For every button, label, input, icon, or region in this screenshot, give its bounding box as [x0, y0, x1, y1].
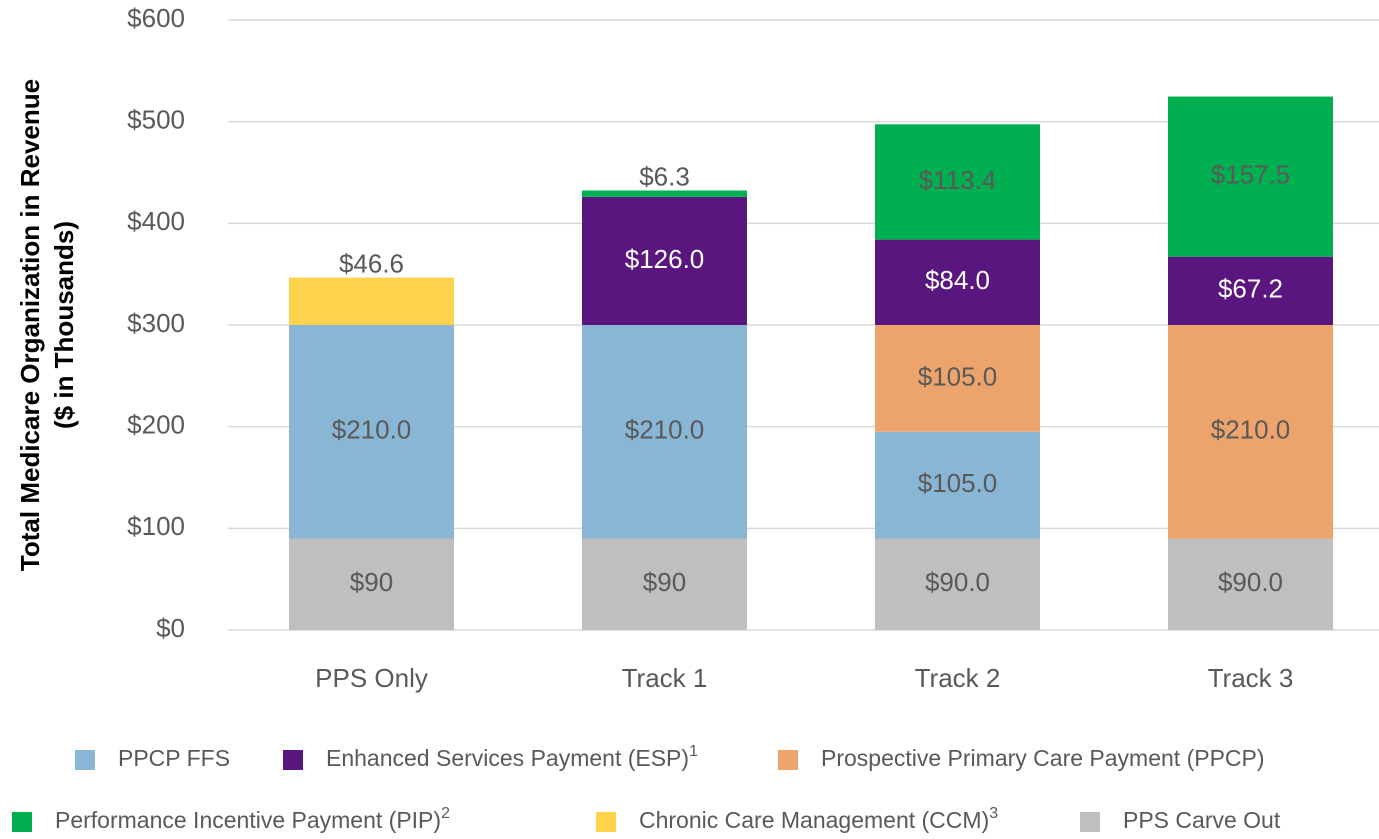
bar-segment: [582, 190, 747, 197]
bar-segment: [875, 124, 1040, 240]
bar-segment: [1168, 96, 1333, 257]
legend-swatch: [596, 812, 616, 832]
legend-name: PPCP FFS: [118, 745, 230, 771]
data-label: $90.0: [1218, 567, 1283, 597]
x-tick-label: Track 2: [915, 663, 1001, 693]
x-tick-label: Track 1: [622, 663, 708, 693]
bar-segment: [289, 538, 454, 630]
legend-label: Enhanced Services Payment (ESP)1: [326, 743, 698, 771]
data-label: $84.0: [925, 265, 990, 295]
data-label: $90: [350, 567, 393, 597]
data-label: $210.0: [332, 415, 412, 445]
legend-swatch: [75, 750, 95, 770]
legend-name: Chronic Care Management (CCM): [639, 807, 989, 833]
legend-name: PPS Carve Out: [1123, 807, 1281, 833]
data-label: $157.5: [1211, 159, 1291, 189]
y-tick-label: $500: [127, 105, 185, 135]
bar-segment: [1168, 256, 1333, 325]
data-label: $210.0: [625, 415, 705, 445]
legend-swatch: [778, 750, 798, 770]
y-axis-title: ($ in Thousands): [49, 221, 79, 429]
legend-swatch: [283, 750, 303, 770]
data-label: $210.0: [1211, 415, 1291, 445]
data-label: $67.2: [1218, 274, 1283, 304]
y-tick-label: $600: [127, 3, 185, 33]
legend-footnote: 1: [689, 743, 698, 760]
bar-segment: [875, 538, 1040, 630]
legend-label: Chronic Care Management (CCM)3: [639, 805, 998, 833]
y-tick-label: $300: [127, 308, 185, 338]
data-label: $126.0: [625, 244, 705, 274]
legend-name: Performance Incentive Payment (PIP): [55, 807, 441, 833]
bar-segment: [289, 325, 454, 539]
y-tick-label: $100: [127, 511, 185, 541]
data-label: $105.0: [918, 468, 998, 498]
bar-segment: [875, 325, 1040, 432]
legend-footnote: 2: [441, 805, 450, 822]
bar-segment: [875, 239, 1040, 325]
legend-swatch: [12, 812, 32, 832]
y-axis-title: Total Medicare Organization in Revenue: [15, 79, 45, 571]
legend-label: PPS Carve Out: [1123, 807, 1281, 833]
data-label: $6.3: [639, 161, 690, 191]
legend-label: PPCP FFS: [118, 745, 230, 771]
bar-segment: [1168, 325, 1333, 539]
y-tick-label: $400: [127, 206, 185, 236]
bar-segment: [582, 196, 747, 325]
bar-segment: [582, 538, 747, 630]
bar-segment: [582, 325, 747, 539]
legend-label: Prospective Primary Care Payment (PPCP): [821, 745, 1265, 771]
y-tick-label: $200: [127, 410, 185, 440]
legend-label: Performance Incentive Payment (PIP)2: [55, 805, 450, 833]
bar-segment: [1168, 538, 1333, 630]
data-label: $46.6: [339, 248, 404, 278]
data-label: $90.0: [925, 567, 990, 597]
bar-segment: [875, 431, 1040, 539]
x-tick-label: PPS Only: [315, 663, 428, 693]
legend-swatch: [1080, 812, 1100, 832]
data-label: $113.4: [919, 165, 997, 195]
data-label: $90: [643, 567, 686, 597]
legend-name: Prospective Primary Care Payment (PPCP): [821, 745, 1265, 771]
legend-name: Enhanced Services Payment (ESP): [326, 745, 689, 771]
y-tick-label: $0: [156, 613, 185, 643]
x-tick-label: Track 3: [1208, 663, 1294, 693]
bar-segment: [289, 277, 454, 325]
data-label: $105.0: [918, 361, 998, 391]
legend-footnote: 3: [989, 805, 998, 822]
